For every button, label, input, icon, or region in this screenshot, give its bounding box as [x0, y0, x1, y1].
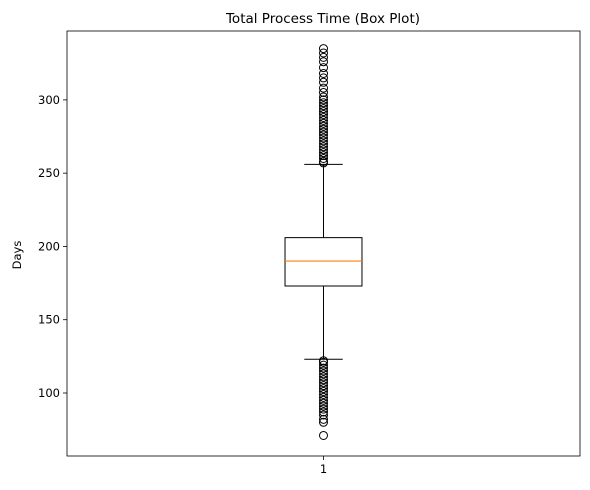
- outlier-point: [319, 154, 328, 163]
- outlier-point: [319, 384, 328, 394]
- outlier-point: [319, 389, 328, 399]
- outlier-point: [319, 410, 328, 420]
- outlier-point: [319, 139, 328, 149]
- y-tick-label: 250: [38, 166, 60, 180]
- outlier-point: [319, 387, 328, 397]
- outlier-point: [319, 112, 328, 122]
- outlier-point: [319, 83, 328, 93]
- outlier-point: [319, 69, 328, 78]
- axes-frame: [66, 30, 581, 457]
- outlier-point: [319, 48, 328, 58]
- outlier-point: [319, 127, 328, 137]
- outlier-point: [319, 130, 328, 140]
- outlier-point: [319, 378, 328, 388]
- outlier-point: [319, 88, 328, 98]
- outlier-point: [319, 44, 328, 54]
- outlier-point: [319, 52, 328, 62]
- outlier-point: [319, 404, 328, 414]
- outlier-point: [319, 398, 328, 408]
- outlier-point: [319, 366, 328, 376]
- outlier-point: [319, 363, 328, 373]
- outlier-point: [319, 73, 328, 83]
- outlier-point: [319, 107, 328, 117]
- y-tick-label: 100: [38, 386, 60, 400]
- outlier-point: [319, 156, 328, 166]
- outlier-point: [319, 369, 328, 379]
- outlier-point: [319, 63, 328, 73]
- y-axis-label: Days: [10, 241, 24, 270]
- iqr-box: [284, 237, 363, 287]
- outlier-point: [319, 101, 328, 111]
- y-tick-label: 200: [38, 239, 60, 253]
- outlier-point: [319, 104, 328, 114]
- outlier-point: [319, 372, 328, 382]
- outlier-point: [319, 430, 328, 440]
- outlier-point: [319, 57, 328, 67]
- outlier-point: [319, 395, 328, 405]
- outlier-point: [319, 356, 328, 366]
- outlier-point: [319, 417, 328, 427]
- outlier-point: [319, 110, 328, 120]
- outlier-point: [319, 148, 328, 158]
- outlier-point: [319, 142, 328, 152]
- outlier-point: [319, 407, 328, 417]
- y-tick-label: 300: [38, 93, 60, 107]
- outlier-point: [319, 77, 328, 87]
- outlier-point: [319, 92, 328, 102]
- chart-title: Total Process Time (Box Plot): [225, 11, 420, 27]
- outlier-point: [319, 145, 328, 155]
- outlier-point: [319, 124, 328, 134]
- outlier-point: [319, 133, 328, 143]
- outlier-point: [319, 115, 328, 125]
- outlier-point: [319, 392, 328, 402]
- outlier-point: [319, 118, 328, 128]
- x-tick-label: 1: [320, 462, 327, 476]
- outlier-point: [319, 151, 328, 161]
- outlier-point: [319, 375, 328, 385]
- outlier-point: [319, 121, 328, 131]
- plot-area: 100 150 200 250 300 1: [38, 30, 581, 476]
- y-tick-label: 150: [38, 313, 60, 327]
- outlier-point: [319, 414, 328, 424]
- outlier-point: [319, 360, 328, 370]
- outlier-point: [319, 136, 328, 146]
- outlier-point: [319, 98, 328, 108]
- outlier-point: [319, 401, 328, 411]
- outlier-point: [319, 95, 328, 105]
- outlier-point: [319, 381, 328, 391]
